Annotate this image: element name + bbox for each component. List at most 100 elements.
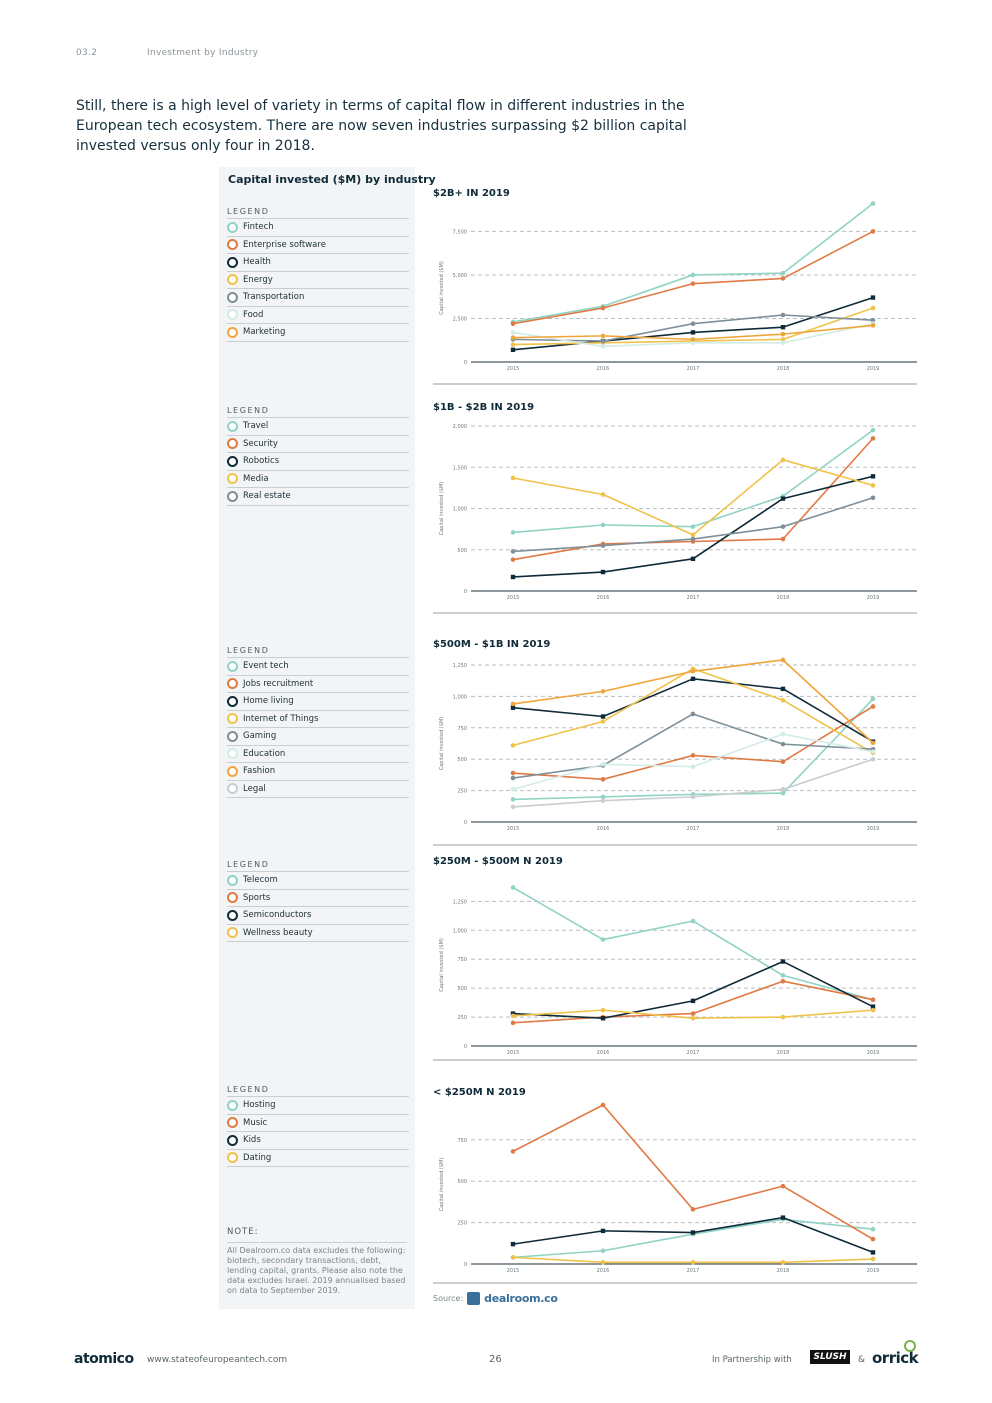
y-tick-label: 500 (457, 757, 467, 763)
atomico-logo[interactable]: atomico (74, 1351, 134, 1367)
series-line-telecom (512, 886, 874, 1001)
y-tick-label: 750 (457, 957, 467, 963)
legend-item-energy: Energy (227, 272, 409, 289)
point-energy-2015 (510, 342, 516, 347)
point-travel-2019 (870, 427, 876, 433)
legend-item-fintech: Fintech (227, 219, 409, 237)
chart-title: < $250M N 2019 (433, 1087, 526, 1098)
point-real-estate-2019 (870, 495, 876, 501)
point-transportation-2017 (690, 321, 696, 326)
point-home-living-2018 (780, 686, 786, 692)
point-real-estate-2015 (510, 549, 516, 554)
legend-item-marketing: Marketing (227, 324, 409, 342)
footer-url[interactable]: www.stateofeuropeantech.com (147, 1355, 288, 1365)
legend-label: Media (243, 473, 269, 484)
line-chart: 0 2,500 5,000 7,500 Capital invested ($M) 201… (439, 201, 917, 372)
point-telecom-2016 (600, 937, 606, 942)
point-semiconductors-2017 (690, 998, 696, 1004)
point-wellness-beauty-2018 (780, 1014, 786, 1020)
y-tick-label: 5,000 (453, 273, 467, 279)
y-tick-label: 250 (457, 789, 467, 795)
point-kids-2017 (690, 1230, 696, 1235)
legend-label: Jobs recruitment (243, 678, 314, 689)
point-enterprise-software-2019 (870, 229, 876, 234)
y-tick-label: 750 (457, 1138, 467, 1144)
x-tick-label: 2015 (507, 826, 520, 832)
section-title: Investment by Industry (147, 48, 259, 58)
point-fashion-2016 (600, 689, 606, 694)
x-tick-label: 2016 (597, 1268, 610, 1274)
legend-swatch-icon (227, 695, 238, 707)
point-education-2019 (870, 749, 876, 754)
line-chart: 0 500 1,000 1,500 2,000 Capital invested ($M)… (439, 424, 917, 601)
point-legal-2016 (600, 798, 606, 803)
legend-item-jobs-recruitment: Jobs recruitment (227, 676, 409, 693)
point-semiconductors-2016 (600, 1016, 606, 1021)
y-tick-label: 1,000 (453, 507, 467, 513)
slush-logo: SLUSH (810, 1350, 850, 1364)
legend-item-health: Health (227, 254, 409, 272)
panel-divider (433, 612, 917, 614)
point-enterprise-software-2018 (780, 276, 786, 281)
legend-item-internet-of-things: Internet of Things (227, 711, 409, 728)
chart-title: $2B+ IN 2019 (433, 188, 510, 199)
point-fashion-2019 (870, 740, 876, 746)
legend-item-travel: Travel (227, 418, 409, 436)
series-line-semiconductors (512, 960, 874, 1020)
x-tick-label: 2018 (777, 1268, 790, 1274)
y-tick-label: 7,500 (453, 229, 467, 235)
legend-label: Health (243, 257, 271, 268)
point-hosting-2019 (870, 1226, 876, 1232)
point-home-living-2016 (600, 714, 606, 719)
orrick-ring-icon (904, 1340, 916, 1352)
x-tick-label: 2019 (867, 1050, 880, 1056)
point-marketing-2015 (510, 335, 516, 340)
point-robotics-2015 (510, 574, 516, 580)
point-fintech-2018 (780, 270, 786, 276)
point-marketing-2017 (690, 337, 696, 342)
section-number: 03.2 (76, 48, 98, 58)
legend-swatch-icon (227, 438, 238, 450)
x-tick-label: 2016 (597, 366, 610, 372)
legend-swatch-icon (227, 927, 238, 939)
y-tick-label: 1,250 (453, 899, 467, 905)
y-tick-label: 0 (464, 1262, 467, 1268)
x-tick-label: 2015 (507, 595, 520, 601)
legend-item-media: Media (227, 471, 409, 488)
legend-group-under-250m: LEGEND Hosting Music Kids Dating (227, 1084, 409, 1167)
legend-swatch-icon (227, 1117, 238, 1129)
legend-label: Event tech (243, 661, 289, 672)
x-tick-label: 2018 (777, 595, 790, 601)
point-wellness-beauty-2019 (870, 1007, 876, 1013)
legend-heading: LEGEND (227, 645, 409, 658)
point-robotics-2016 (600, 569, 606, 575)
point-marketing-2016 (600, 333, 606, 339)
series-line-education (512, 733, 874, 791)
point-sports-2015 (510, 1020, 516, 1026)
point-food-2018 (780, 340, 786, 346)
point-event-tech-2016 (600, 794, 606, 800)
point-real-estate-2016 (600, 543, 606, 548)
series-line-travel (512, 429, 874, 534)
y-tick-label: 750 (457, 726, 467, 732)
legend-label: Dating (243, 1152, 272, 1163)
legend-swatch-icon (227, 1134, 238, 1146)
legend-label: Music (243, 1117, 268, 1128)
point-enterprise-software-2015 (510, 321, 516, 326)
orrick-logo: orrick (872, 1349, 919, 1367)
line-chart: 0 250 500 750 1,000 1,250 Capital invested ($M… (439, 885, 917, 1056)
point-legal-2017 (690, 794, 696, 800)
point-gaming-2015 (510, 775, 516, 781)
point-education-2016 (600, 761, 606, 767)
sidebar-title: Capital invested ($M) by industry (228, 173, 436, 186)
legend-item-gaming: Gaming (227, 728, 409, 746)
point-dating-2017 (690, 1260, 696, 1265)
legend-label: Home living (243, 696, 294, 707)
source-credit: Source: dealroom.co (433, 1292, 558, 1305)
legend-swatch-icon (227, 326, 238, 338)
point-telecom-2018 (780, 973, 786, 978)
y-axis-label: Capital invested ($M) (439, 717, 445, 771)
x-tick-label: 2016 (597, 826, 610, 832)
series-line-media (512, 459, 874, 536)
point-security-2015 (510, 557, 516, 562)
